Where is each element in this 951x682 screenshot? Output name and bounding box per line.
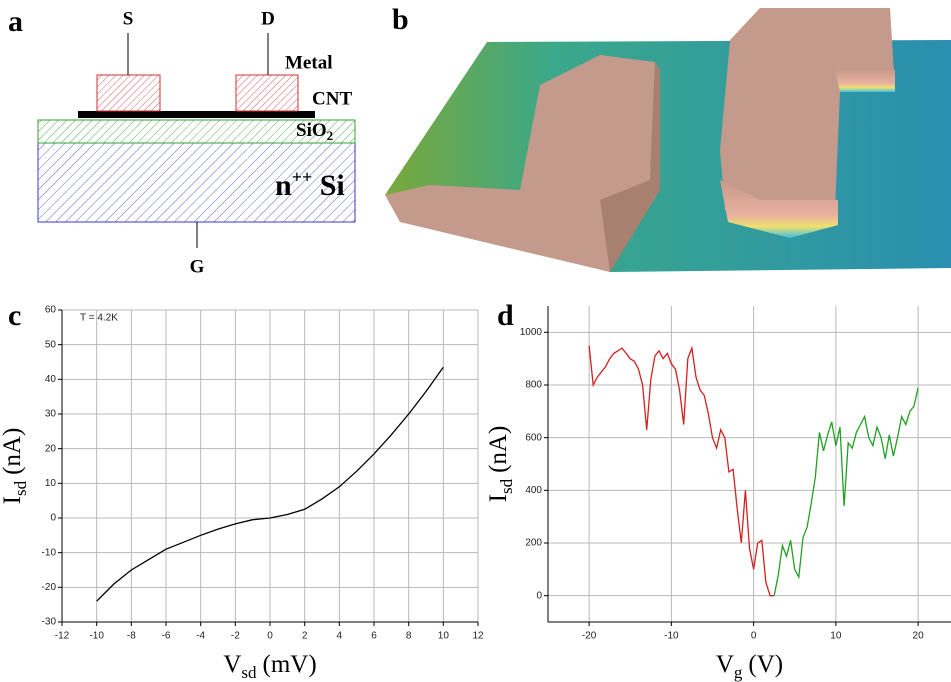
x-tick-label: 8 — [406, 631, 412, 642]
axis-subscript: sd — [241, 663, 257, 682]
substrate-rest: Si — [312, 169, 345, 202]
axis-unit: (mV) — [263, 651, 317, 678]
y-tick-label: 40 — [45, 374, 57, 385]
source-pad — [96, 74, 161, 112]
x-tick-label: 2 — [302, 631, 308, 642]
y-tick-label: 400 — [525, 485, 542, 496]
drain-label: D — [261, 8, 275, 29]
x-tick-label: 6 — [371, 631, 377, 642]
axis-unit: (V) — [748, 651, 783, 678]
x-tick-label: -12 — [55, 631, 70, 642]
axis-subscript: sd — [11, 480, 30, 496]
axis-subscript: g — [734, 663, 743, 682]
substrate-label: n++ Si — [275, 167, 345, 202]
y-tick-label: 30 — [45, 409, 57, 420]
y-tick-label: 20 — [45, 443, 57, 454]
x-tick-label: 4 — [337, 631, 343, 642]
substrate-sup: ++ — [292, 167, 313, 187]
oxide — [37, 119, 356, 144]
metal-label: Metal — [285, 52, 332, 73]
y-tick-label: -30 — [42, 617, 57, 628]
oxide-main: SiO — [296, 120, 327, 141]
y-tick-label: -10 — [42, 547, 57, 558]
annotation: T = 4.2K — [80, 313, 118, 324]
x-tick-label: -8 — [127, 631, 136, 642]
y-tick-label: 0 — [50, 513, 56, 524]
x-tick-label: 0 — [267, 631, 273, 642]
electrode-edge — [720, 180, 838, 238]
x-tick-label: 12 — [472, 631, 484, 642]
axis-title: Isd (nA) — [485, 426, 516, 503]
substrate-main: n — [275, 169, 292, 202]
data-line — [773, 387, 919, 596]
y-tick-label: -20 — [42, 582, 57, 593]
x-tick-label: 0 — [751, 631, 757, 642]
axis-symbol: V — [223, 651, 241, 678]
axis-subscript: sd — [497, 478, 516, 494]
y-tick-label: 50 — [45, 339, 57, 350]
axis-symbol: I — [485, 494, 512, 502]
y-tick-label: 1000 — [520, 327, 543, 338]
source-label: S — [123, 8, 134, 29]
axis-title: Vsd (mV) — [223, 651, 316, 682]
x-tick-label: 20 — [913, 631, 925, 642]
electrode-side — [600, 62, 660, 272]
axis-title: Vg (V) — [716, 651, 783, 682]
data-line — [96, 366, 444, 602]
axis-unit: (nA) — [0, 428, 26, 475]
x-tick-label: -4 — [196, 631, 205, 642]
cnt-label: CNT — [312, 88, 352, 109]
nanotube — [78, 111, 315, 118]
device-diagram: a S D Metal CNT SiO2 n++ Si G — [8, 5, 356, 277]
x-tick-label: -6 — [162, 631, 171, 642]
electrode — [720, 8, 895, 230]
x-tick-label: -20 — [582, 631, 597, 642]
panel-label: a — [8, 5, 23, 38]
charts: -12 -10 -8 -6 -4 -2 0 2 4 6 8 10 12-30-20-1001020304… — [0, 299, 951, 682]
x-tick-label: -10 — [664, 631, 679, 642]
y-tick-label: 800 — [525, 380, 542, 391]
afm-image: b — [385, 3, 951, 272]
x-tick-label: -2 — [231, 631, 240, 642]
data-line — [588, 345, 775, 597]
axis-unit: (nA) — [485, 426, 512, 473]
y-tick-label: 600 — [525, 432, 542, 443]
gate-label: G — [190, 256, 205, 277]
panel-label: c — [8, 299, 21, 332]
electrode — [385, 55, 655, 272]
panel-label: b — [392, 3, 409, 36]
x-tick-label: 10 — [830, 631, 842, 642]
x-tick-label: -10 — [89, 631, 104, 642]
axis-symbol: I — [0, 496, 26, 504]
drain-pad — [235, 74, 299, 112]
y-tick-label: 200 — [525, 538, 542, 549]
axis-title: Isd (nA) — [0, 428, 30, 505]
oxide-label: SiO2 — [296, 120, 333, 143]
panel-label: d — [497, 299, 514, 332]
substrate — [37, 142, 356, 223]
oxide-sub: 2 — [327, 128, 334, 143]
y-tick-label: 10 — [45, 478, 57, 489]
x-tick-label: 10 — [438, 631, 450, 642]
y-tick-label: 60 — [45, 305, 57, 316]
electrode-edge — [835, 70, 895, 92]
axis-symbol: V — [716, 651, 734, 678]
y-tick-label: 0 — [536, 590, 542, 601]
